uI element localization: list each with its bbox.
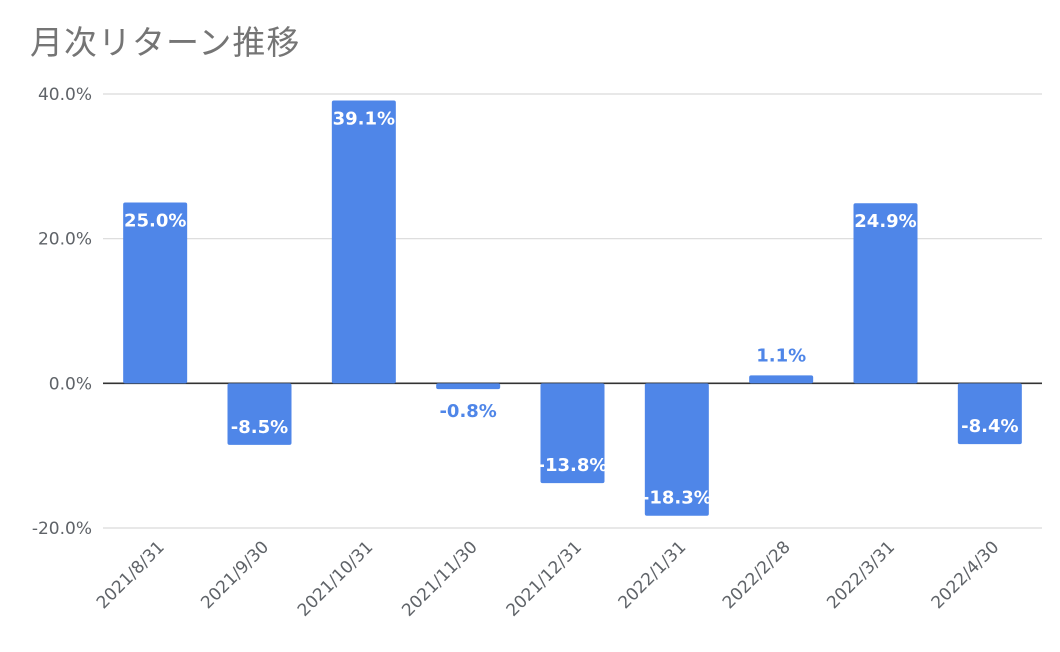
x-tick-label: 2022/4/30 [928, 537, 1004, 613]
chart-title: 月次リターン推移 [30, 23, 301, 62]
x-tick-label: 2022/3/31 [823, 537, 899, 613]
data-label: -0.8% [439, 401, 496, 422]
data-label: -8.5% [231, 417, 288, 438]
data-label: 25.0% [124, 211, 186, 232]
data-label: -18.3% [642, 488, 712, 509]
data-label: 39.1% [333, 109, 395, 130]
data-label: -13.8% [538, 455, 608, 476]
x-tick-label: 2021/11/30 [398, 537, 481, 620]
bar [749, 375, 814, 384]
data-label: 24.9% [854, 211, 916, 232]
data-label: -8.4% [961, 416, 1018, 437]
x-tick-label: 2021/12/31 [503, 537, 586, 620]
bar [853, 203, 918, 384]
data-label: 1.1% [756, 345, 806, 366]
y-tick-label: 20.0% [38, 230, 92, 250]
y-tick-label: -20.0% [32, 519, 92, 539]
bar [644, 383, 709, 516]
bar [123, 202, 188, 384]
x-tick-label: 2021/9/30 [197, 537, 273, 613]
x-tick-label: 2021/8/31 [93, 537, 169, 613]
y-tick-label: 40.0% [38, 85, 92, 105]
bar [540, 383, 605, 484]
bar [957, 383, 1022, 445]
x-tick-label: 2021/10/31 [294, 537, 377, 620]
x-tick-label: 2022/2/28 [719, 537, 795, 613]
bar [331, 100, 396, 384]
x-tick-label: 2022/1/31 [615, 537, 691, 613]
bar [436, 383, 501, 390]
y-tick-label: 0.0% [49, 374, 92, 394]
bar [227, 383, 292, 445]
